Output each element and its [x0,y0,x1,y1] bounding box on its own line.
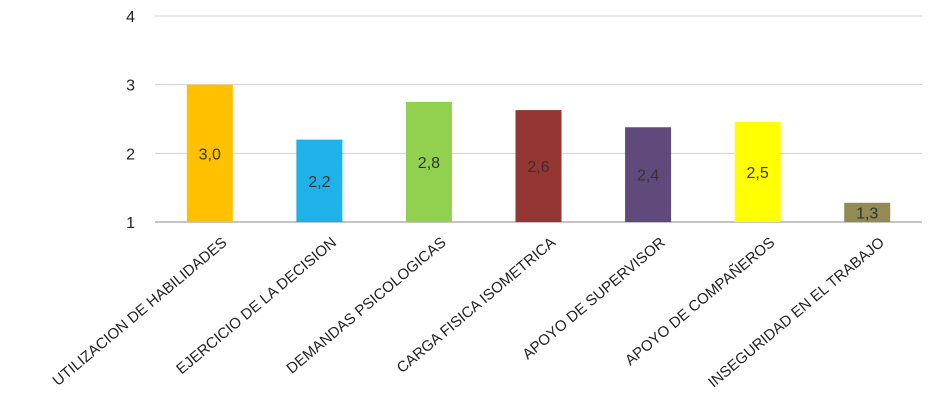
data-label: 2,8 [418,155,440,172]
y-tick-label: 1 [126,215,135,232]
bar [625,127,672,222]
bars [186,84,891,223]
data-label: 2,4 [637,168,659,185]
bar [405,101,452,222]
bar [296,139,343,222]
data-label: 1,3 [856,205,878,222]
y-tick-label: 4 [126,9,135,26]
category-label: INSEGURIDAD EN EL TRABAJO [705,234,888,391]
y-tick-label: 2 [126,146,135,163]
category-label: UTILIZACION DE HABILIDADES [50,234,231,390]
y-axis: 1 2 3 4 [126,9,135,232]
bar [186,84,233,223]
data-label: 2,2 [308,174,330,191]
y-tick-label: 3 [126,78,135,95]
data-label: 2,5 [747,165,769,182]
bar [734,121,781,222]
data-label: 2,6 [527,159,549,176]
bar [515,110,562,222]
data-labels: 3,0 2,2 2,8 2,6 2,4 2,5 1,3 [199,146,879,222]
bar [844,202,891,222]
data-label: 3,0 [199,146,221,163]
